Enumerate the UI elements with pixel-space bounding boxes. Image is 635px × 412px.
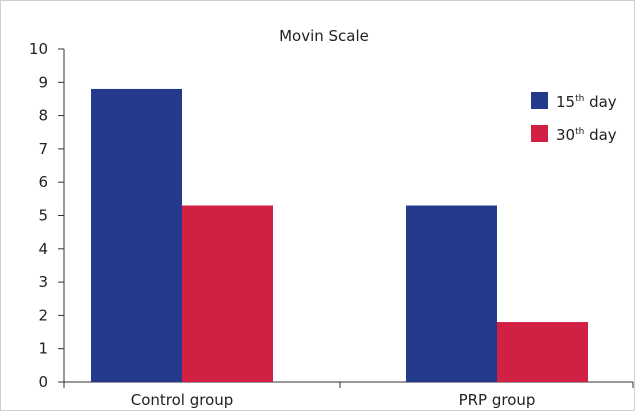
y-tick-label: 9 — [38, 73, 48, 91]
legend-label-suffix: day — [584, 93, 616, 111]
legend-label: 15th day — [556, 93, 617, 111]
legend-label-superscript: th — [575, 127, 584, 137]
y-tick-label: 8 — [38, 107, 48, 125]
y-tick-label: 5 — [38, 207, 48, 225]
y-tick-label: 3 — [38, 273, 48, 291]
y-tick-label: 0 — [38, 373, 48, 391]
bars — [91, 88, 588, 383]
x-tick-label: Control group — [131, 391, 234, 409]
legend-label-number: 30 — [556, 126, 575, 144]
bar-15th-day-prp-group — [406, 205, 497, 382]
legend-label-number: 15 — [556, 93, 575, 111]
chart-title: Movin Scale — [279, 27, 369, 45]
bar-15th-day-control-group — [91, 88, 182, 383]
x-axis: Control group PRP group — [63, 381, 634, 409]
bar-30th-day-control-group — [182, 205, 273, 382]
bar-30th-day-prp-group — [497, 322, 588, 382]
legend-label: 30th day — [556, 126, 617, 144]
legend-swatch — [531, 125, 548, 142]
y-tick-label: 7 — [38, 140, 48, 158]
x-tick-label: PRP group — [459, 391, 536, 409]
y-tick-label: 10 — [29, 40, 48, 58]
legend-label-suffix: day — [584, 126, 616, 144]
y-tick-label: 1 — [38, 340, 48, 358]
y-axis: 0 1 2 3 4 5 6 7 8 9 10 — [29, 40, 65, 391]
y-tick-label: 6 — [38, 173, 48, 191]
y-tick-label: 4 — [38, 240, 48, 258]
y-tick-label: 2 — [38, 306, 48, 324]
legend-swatch — [531, 92, 548, 109]
legend-label-superscript: th — [575, 94, 584, 104]
